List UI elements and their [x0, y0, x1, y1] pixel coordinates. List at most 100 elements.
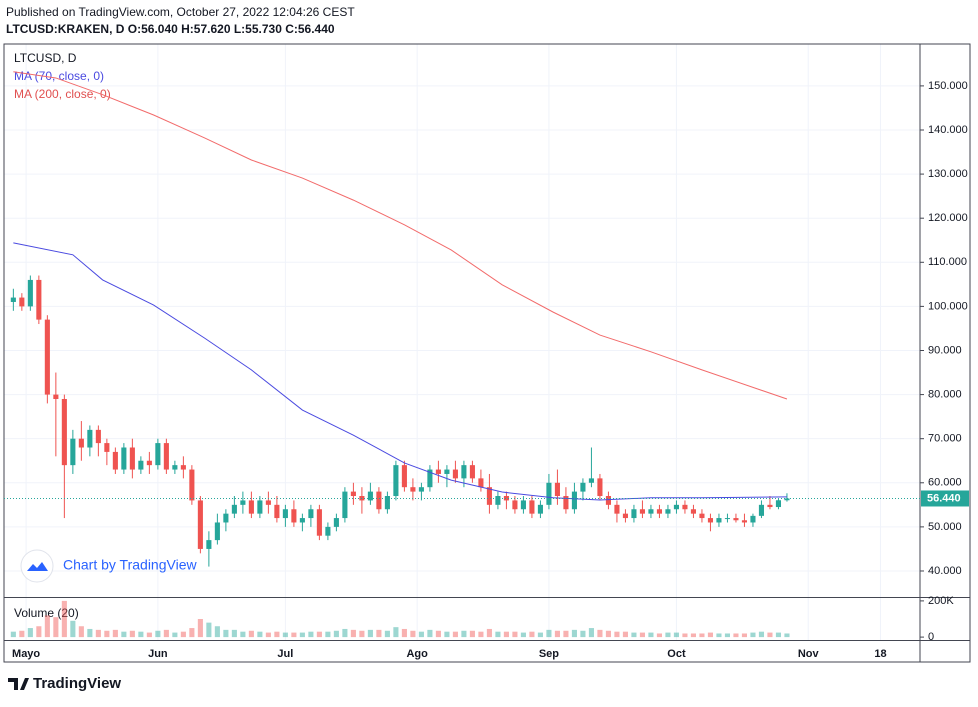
volume-label: Volume (20) — [14, 606, 79, 620]
x-tick-label: Ago — [406, 648, 428, 660]
volume-bar — [342, 628, 348, 638]
chart-title: Published on TradingView.com, October 27… — [6, 5, 355, 19]
volume-bar — [129, 630, 135, 638]
volume-bar — [95, 629, 101, 638]
candle-body — [401, 465, 407, 488]
volume-bar — [758, 631, 765, 638]
watermark-icon — [20, 549, 54, 583]
volume-bar — [444, 631, 450, 638]
volume-bar — [537, 632, 543, 638]
candle-body — [248, 500, 254, 514]
candle-body — [189, 469, 195, 501]
v-tick-label: 200K — [928, 595, 954, 607]
volume-bar — [282, 632, 288, 638]
volume-bar — [87, 628, 93, 638]
volume-bar — [163, 629, 169, 638]
footer: TradingView — [33, 675, 121, 692]
volume-bar — [359, 630, 365, 638]
volume-bar — [707, 632, 713, 638]
volume-bar — [614, 631, 620, 638]
candle-body — [308, 509, 314, 519]
volume-bar — [248, 630, 254, 638]
x-tick-label: Nov — [798, 648, 820, 660]
candle-body — [70, 438, 76, 466]
candle-body — [427, 469, 433, 488]
candle-body — [495, 496, 501, 505]
volume-bar — [316, 631, 322, 638]
watermark-text: Chart by TradingView — [63, 557, 197, 573]
candle-body — [733, 518, 739, 521]
candle-body — [435, 469, 441, 474]
v-tick-label: 0 — [928, 631, 934, 643]
candle-body — [478, 478, 484, 488]
y-tick-label: 110.000 — [928, 256, 967, 268]
y-tick-label: 50.000 — [928, 521, 962, 533]
candle-body — [393, 465, 399, 497]
logo — [8, 678, 29, 690]
candle-body — [775, 500, 782, 508]
y-tick-label: 90.000 — [928, 344, 962, 356]
candle-body — [257, 500, 263, 514]
candle-body — [648, 509, 654, 514]
candle-body — [656, 509, 662, 514]
candle-body — [44, 319, 50, 395]
volume-bar — [605, 630, 611, 638]
candle-body — [265, 500, 271, 505]
candle-body — [750, 515, 756, 523]
candle-body — [554, 482, 560, 497]
candle-body — [155, 443, 161, 466]
candle-body — [19, 297, 25, 307]
volume-bar — [10, 631, 16, 638]
volume-bar — [665, 632, 671, 638]
volume-bar — [333, 630, 339, 638]
volume-bar — [214, 626, 220, 638]
volume-bar — [367, 629, 373, 638]
legend-entry: MA (70, close, 0) — [14, 69, 104, 83]
candle-body — [529, 500, 535, 514]
volume-bar — [418, 631, 424, 638]
volume-bar — [325, 631, 331, 638]
candle-body — [520, 500, 526, 510]
candle-body — [614, 504, 620, 514]
volume-bar — [486, 628, 492, 638]
candle-body — [537, 504, 543, 514]
volume-bar — [376, 629, 382, 638]
volume-bar — [384, 630, 390, 638]
candle-body — [784, 498, 790, 501]
candle-body — [444, 469, 450, 474]
candle-body — [27, 279, 33, 307]
candle-body — [129, 447, 135, 470]
x-tick-label: Jun — [148, 648, 168, 660]
volume-bar — [716, 633, 722, 638]
volume-bar — [70, 620, 76, 638]
x-tick-label: Sep — [539, 648, 559, 660]
volume-bar — [435, 630, 441, 638]
y-tick-label: 60.000 — [928, 477, 962, 489]
volume-bar — [648, 632, 654, 638]
volume-bar — [784, 633, 790, 638]
candle-body — [486, 487, 492, 505]
volume-bar — [767, 632, 773, 638]
candle-body — [146, 460, 152, 466]
x-tick-label: 18 — [874, 648, 886, 660]
candle-body — [682, 504, 688, 510]
volume-bar — [673, 632, 679, 638]
volume-bar — [44, 615, 50, 638]
volume-bar — [138, 631, 144, 638]
candle-body — [87, 429, 93, 448]
candle-body — [546, 482, 552, 505]
volume-bar — [741, 633, 748, 638]
candle-body — [758, 504, 765, 516]
candle-body — [512, 500, 518, 510]
volume-bar — [699, 633, 705, 638]
y-tick-label: 80.000 — [928, 388, 962, 400]
volume-bar — [597, 629, 603, 638]
candle-body — [631, 509, 637, 519]
candle-body — [452, 469, 458, 479]
candle-body — [410, 487, 416, 492]
candle-body — [622, 513, 628, 519]
volume-bar — [622, 631, 628, 638]
candle-body — [767, 504, 773, 508]
candle-body — [112, 451, 118, 470]
volume-bar — [563, 630, 569, 638]
